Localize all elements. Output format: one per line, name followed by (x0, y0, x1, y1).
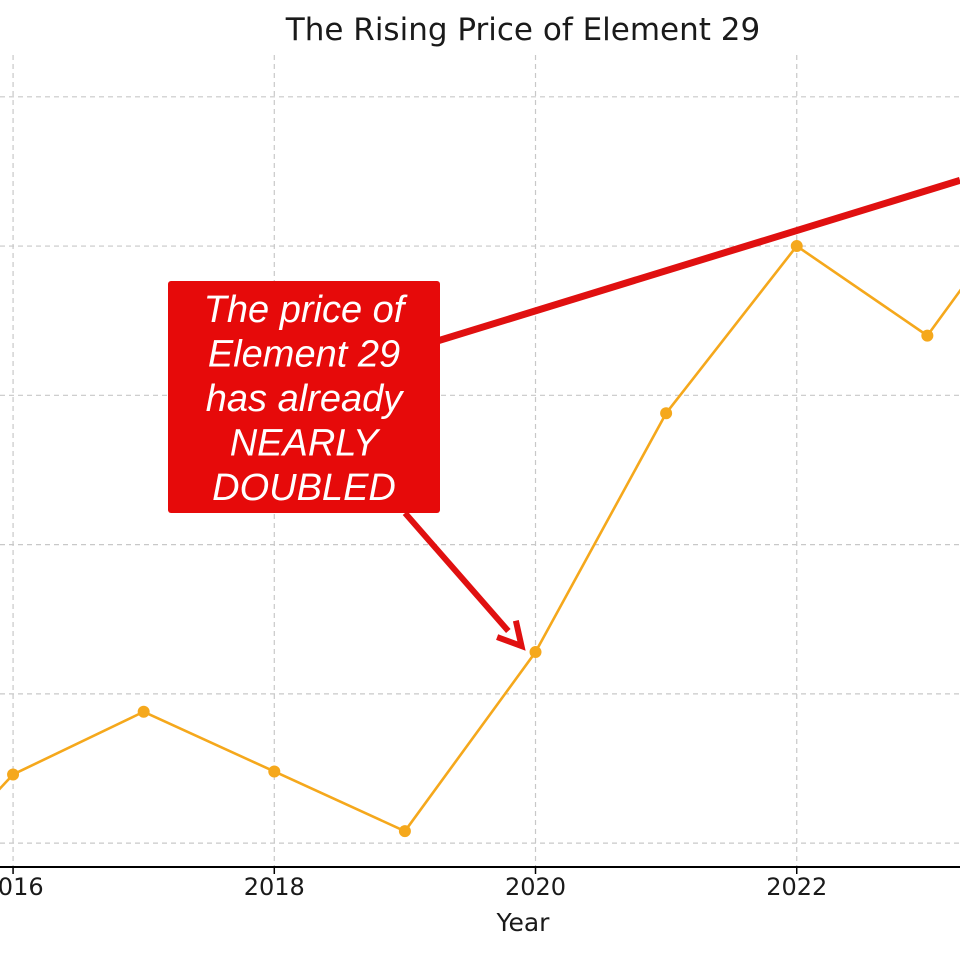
x-axis: 2016 2018 2020 2022 (0, 866, 960, 901)
annotation-text-line: NEARLY (230, 423, 381, 465)
data-point (398, 825, 411, 838)
data-point (660, 407, 673, 420)
annotation-arrow-head (496, 620, 526, 651)
data-point (921, 329, 934, 342)
data-point (268, 765, 281, 778)
data-point (7, 768, 20, 781)
annotation-arrow-shaft (402, 511, 511, 633)
annotation-box (168, 281, 440, 513)
annotation-text-line: The price of (204, 289, 408, 331)
annotation-text-line: Element 29 (208, 334, 400, 376)
x-tick-label: 2022 (766, 873, 827, 901)
series-line (0, 244, 960, 833)
chart-title: The Rising Price of Element 29 (285, 12, 760, 48)
grid (0, 55, 960, 867)
data-point (529, 646, 542, 659)
x-tick-label: 2020 (505, 873, 566, 901)
x-tick-label: 2016 (0, 873, 44, 901)
x-tick-label: 2018 (244, 873, 305, 901)
annotation: The price of Element 29 has already NEARLY D… (168, 281, 526, 651)
data-point (790, 240, 803, 253)
annotation-text: The price of Element 29 has already NEARLY D… (204, 289, 408, 509)
annotation-text-line: DOUBLED (212, 467, 396, 509)
data-point (137, 705, 150, 718)
x-axis-label: Year (496, 908, 551, 937)
annotation-text-line: has already (206, 378, 404, 420)
price-series (0, 240, 960, 838)
